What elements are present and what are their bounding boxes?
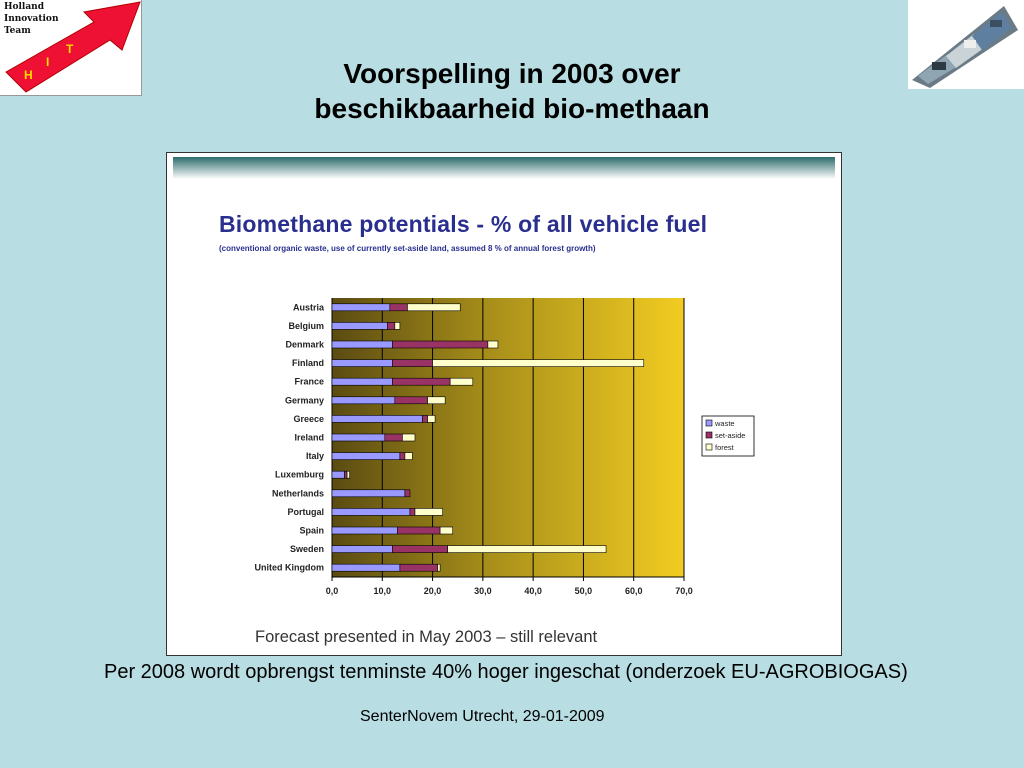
category-label: Austria (293, 302, 325, 312)
bar-waste (331, 452, 401, 460)
category-label: Portugal (287, 507, 324, 517)
x-tick-label: 20,0 (424, 586, 442, 596)
category-label: Ireland (294, 433, 324, 443)
bar-forest (414, 508, 443, 516)
bar-set-aside (399, 563, 438, 572)
bar-set-aside (384, 433, 403, 442)
bar-waste (331, 563, 401, 572)
logo-letter: T (66, 42, 74, 56)
logo-letter: H (24, 68, 33, 82)
bar-set-aside (404, 489, 411, 498)
category-label: Sweden (290, 544, 324, 554)
category-label: Greece (293, 414, 324, 424)
embedded-slide: Biomethane potentials - % of all vehicle… (166, 152, 842, 656)
bar-waste (331, 322, 388, 330)
bar-waste (331, 470, 345, 479)
slide-header-gradient (173, 157, 835, 179)
bar-waste (331, 489, 406, 498)
bar-waste (331, 359, 393, 367)
category-label: France (294, 377, 324, 387)
x-tick-label: 10,0 (374, 586, 392, 596)
category-label: United Kingdom (255, 563, 325, 573)
bar-forest (449, 377, 474, 386)
bar-set-aside (344, 470, 348, 479)
bar-waste (331, 396, 396, 405)
legend-swatch (705, 419, 713, 427)
legend-swatch (705, 431, 713, 439)
bar-forest (404, 452, 413, 460)
bar-forest (432, 359, 645, 367)
bar-forest (427, 415, 436, 423)
bar-set-aside (392, 377, 451, 386)
bar-set-aside (392, 545, 448, 553)
biomethane-bar-chart: 0,0 10,0 20,0 30,0 40,0 50,0 60,0 70,0 Austria Be… (255, 298, 755, 596)
bar-waste (331, 415, 423, 423)
bar-waste (331, 340, 393, 349)
forecast-note: Forecast presented in May 2003 – still r… (255, 628, 598, 646)
category-label: Belgium (288, 321, 324, 331)
bar-waste (331, 508, 411, 516)
category-label: Germany (285, 395, 324, 405)
footer-text: SenterNovem Utrecht, 29-01-2009 (360, 708, 605, 725)
fuel-vehicles-image-icon (908, 0, 1024, 89)
vehicles-photo-logo (908, 0, 1024, 89)
category-label: Denmark (285, 340, 325, 350)
bar-set-aside (389, 303, 408, 312)
bar-forest (346, 470, 350, 479)
logo-letter: I (46, 55, 49, 69)
category-label: Luxemburg (275, 470, 324, 480)
bar-set-aside (387, 322, 396, 330)
x-tick-label: 30,0 (474, 586, 492, 596)
agrobiogas-note: Per 2008 wordt opbrengst tenminste 40% h… (104, 661, 908, 683)
chart-subtitle: (conventional organic waste, use of curr… (219, 244, 596, 253)
bar-waste (331, 303, 391, 312)
x-tick-label: 70,0 (675, 586, 693, 596)
bar-set-aside (394, 396, 428, 405)
legend-label: forest (715, 443, 735, 452)
bar-set-aside (392, 340, 489, 349)
bar-forest (402, 433, 416, 442)
x-tick-label: 0,0 (326, 586, 339, 596)
x-tick-label: 40,0 (524, 586, 542, 596)
bar-waste (331, 526, 398, 535)
bar-forest (427, 396, 446, 405)
bar-set-aside (392, 359, 433, 367)
bar-set-aside (397, 526, 441, 535)
hit-logo: H I T Holland Innovation Team (0, 0, 142, 96)
bar-forest (439, 526, 453, 535)
legend-label: waste (714, 419, 735, 428)
category-label: Italy (306, 451, 324, 461)
bar-waste (331, 377, 393, 386)
bar-set-aside (399, 452, 406, 460)
bar-forest (407, 303, 461, 312)
bar-set-aside (409, 508, 416, 516)
legend-label: set-aside (715, 431, 745, 440)
red-arrow-logo-icon: H I T (5, 1, 141, 93)
x-tick-label: 60,0 (625, 586, 643, 596)
bar-forest (394, 322, 401, 330)
category-label: Finland (292, 358, 324, 368)
title-line-1: Voorspelling in 2003 over (343, 58, 681, 89)
title-line-2: beschikbaarheid bio-methaan (314, 93, 710, 124)
category-label: Spain (299, 526, 324, 536)
bar-waste (331, 545, 393, 553)
bar-forest (487, 340, 499, 349)
bar-forest (437, 563, 441, 572)
logo-text: Holland Innovation Team (4, 2, 59, 36)
bar-forest (447, 545, 607, 553)
page-title: Voorspelling in 2003 over beschikbaarhei… (200, 56, 824, 126)
chart-title: Biomethane potentials - % of all vehicle… (219, 211, 708, 237)
x-tick-label: 50,0 (575, 586, 593, 596)
category-label: Netherlands (272, 488, 324, 498)
bar-waste (331, 433, 386, 442)
bar-set-aside (422, 415, 428, 423)
legend-swatch (705, 443, 713, 451)
